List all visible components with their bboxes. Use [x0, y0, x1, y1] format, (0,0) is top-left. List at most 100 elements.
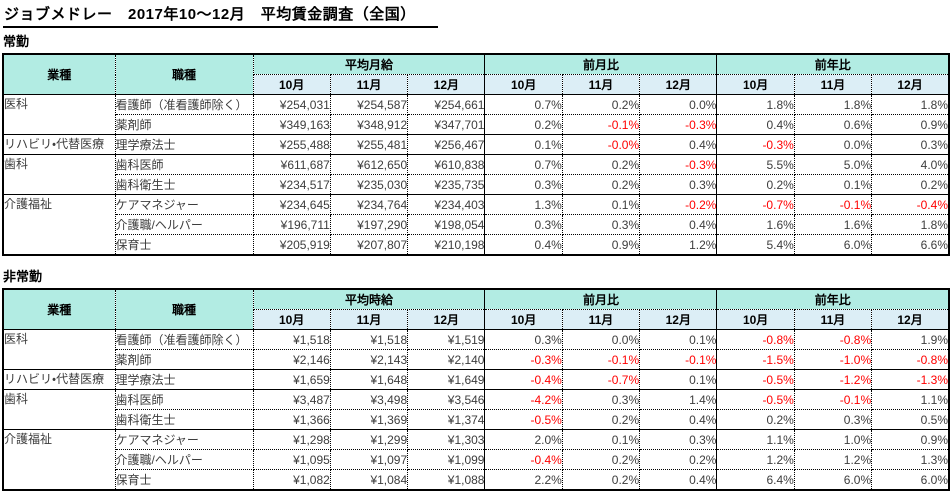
table-row: 歯科衛生士 ¥1,366 ¥1,369 ¥1,374 -0.5% 0.2% 0.4% 0.2%…	[3, 409, 950, 430]
wage-cell: ¥1,084	[329, 469, 409, 491]
industry-cell: 医科	[2, 94, 116, 135]
occupation-cell: 看護師（准看護師除く）	[114, 329, 254, 350]
mom-change-cell: 0.2%	[561, 409, 641, 430]
occupation-cell: 介護職/ヘルパー	[114, 214, 254, 235]
wage-table-parttime: 業種 職種 平均時給 前月比 前年比 10月 11月 12月 10月 11月 1…	[2, 288, 950, 491]
mom-change-cell: -4.2%	[484, 389, 563, 410]
month-header-oct: 10月	[716, 309, 795, 330]
yoy-change-cell: -0.8%	[871, 349, 950, 370]
mom-change-cell: 0.2%	[561, 94, 641, 115]
yoy-change-cell: 1.0%	[793, 429, 873, 450]
occupation-cell: 歯科衛生士	[114, 409, 254, 430]
wage-cell: ¥196,711	[252, 214, 331, 235]
table-row: リハビリ・代替医療 理学療法士 ¥255,488 ¥255,481 ¥256,467 0.…	[2, 134, 950, 155]
table-row: リハビリ・代替医療 理学療法士 ¥1,659 ¥1,648 ¥1,649 -0.4% -0.…	[2, 369, 950, 390]
mom-change-cell: -0.1%	[561, 349, 641, 370]
wage-cell: ¥3,498	[329, 389, 409, 410]
yoy-change-cell: 1.1%	[716, 429, 795, 450]
occupation-cell: 歯科衛生士	[114, 174, 254, 195]
yoy-change-cell: -0.8%	[716, 329, 795, 350]
mom-change-cell: -0.2%	[639, 194, 718, 215]
yoy-change-cell: 6.6%	[871, 234, 950, 256]
group-header-mom-change: 前月比	[484, 288, 718, 310]
occupation-cell: 理学療法士	[114, 134, 254, 155]
group-header-avg-monthly-wage: 平均月給	[252, 53, 486, 75]
yoy-change-cell: 5.0%	[793, 154, 873, 175]
wage-cell: ¥1,366	[252, 409, 331, 430]
mom-change-cell: 0.4%	[639, 214, 718, 235]
wage-table-fulltime: 業種 職種 平均月給 前月比 前年比 10月 11月 12月 10月 11月 1…	[2, 53, 950, 256]
mom-change-cell: 0.4%	[639, 469, 718, 491]
mom-change-cell: 0.3%	[484, 174, 563, 195]
yoy-change-cell: 1.2%	[793, 449, 873, 470]
table-row: 医科 看護師（准看護師除く） ¥254,031 ¥254,587 ¥254,661 0.7…	[2, 94, 950, 135]
wage-cell: ¥1,095	[252, 449, 331, 470]
occupation-column-header: 職種	[114, 288, 254, 330]
yoy-change-cell: -1.2%	[793, 369, 873, 390]
industry-column-header: 業種	[2, 53, 116, 95]
yoy-change-cell: 1.1%	[871, 389, 950, 410]
yoy-change-cell: 1.9%	[871, 329, 950, 350]
mom-change-cell: 0.9%	[561, 234, 641, 256]
wage-cell: ¥1,303	[407, 429, 486, 450]
month-header-oct: 10月	[484, 309, 563, 330]
wage-cell: ¥235,030	[329, 174, 409, 195]
wage-cell: ¥198,054	[407, 214, 486, 235]
occupation-cell: ケアマネジャー	[114, 429, 254, 450]
table-row: 歯科 歯科医師 ¥611,687 ¥612,650 ¥610,838 0.7% 0.2% -0…	[2, 154, 950, 195]
group-header-avg-hourly-wage: 平均時給	[252, 288, 486, 310]
month-header-nov: 11月	[561, 74, 641, 95]
yoy-change-cell: 1.6%	[793, 214, 873, 235]
mom-change-cell: -0.3%	[639, 154, 718, 175]
mom-change-cell: 0.1%	[484, 134, 563, 155]
table-row: 歯科衛生士 ¥234,517 ¥235,030 ¥235,735 0.3% 0.2% 0.3…	[3, 174, 950, 195]
section-label-parttime: 非常勤	[3, 269, 43, 284]
wage-cell: ¥1,648	[329, 369, 409, 390]
wage-cell: ¥610,838	[407, 154, 486, 175]
wage-cell: ¥347,701	[407, 114, 486, 135]
month-header-dec: 12月	[639, 309, 718, 330]
wage-cell: ¥348,912	[329, 114, 409, 135]
table-row: 薬剤師 ¥349,163 ¥348,912 ¥347,701 0.2% -0.1% -0.3…	[3, 114, 950, 135]
yoy-change-cell: -1.3%	[871, 369, 950, 390]
yoy-change-cell: 1.8%	[793, 94, 873, 115]
group-header-yoy-change: 前年比	[716, 288, 950, 310]
mom-change-cell: 0.3%	[639, 429, 718, 450]
mom-change-cell: 2.0%	[484, 429, 563, 450]
mom-change-cell: 0.2%	[561, 469, 641, 491]
mom-change-cell: -0.4%	[484, 369, 563, 390]
yoy-change-cell: 0.1%	[793, 174, 873, 195]
wage-cell: ¥1,519	[407, 329, 486, 350]
wage-cell: ¥1,082	[252, 469, 331, 491]
table-row: 介護職/ヘルパー ¥196,711 ¥197,290 ¥198,054 0.3% 0.3%…	[3, 214, 950, 235]
group-header-yoy-change: 前年比	[716, 53, 950, 75]
yoy-change-cell: 5.4%	[716, 234, 795, 256]
mom-change-cell: 0.1%	[639, 369, 718, 390]
industry-cell: 介護福祉	[2, 429, 116, 491]
yoy-change-cell: -0.8%	[793, 329, 873, 350]
table-row: 保育士 ¥1,082 ¥1,084 ¥1,088 2.2% 0.2% 0.4% 6.4% 6.0…	[3, 469, 950, 491]
month-header-oct: 10月	[252, 74, 331, 95]
occupation-column-header: 職種	[114, 53, 254, 95]
yoy-change-cell: -1.0%	[793, 349, 873, 370]
mom-change-cell: 0.0%	[561, 329, 641, 350]
month-header-nov: 11月	[561, 309, 641, 330]
yoy-change-cell: 6.0%	[871, 469, 950, 491]
yoy-change-cell: 1.8%	[871, 94, 950, 115]
wage-cell: ¥1,369	[329, 409, 409, 430]
mom-change-cell: -0.3%	[639, 114, 718, 135]
yoy-change-cell: 0.2%	[871, 174, 950, 195]
occupation-cell: ケアマネジャー	[114, 194, 254, 215]
occupation-cell: 看護師（准看護師除く）	[114, 94, 254, 115]
yoy-change-cell: 1.8%	[871, 214, 950, 235]
wage-cell: ¥2,146	[252, 349, 331, 370]
table-row: 薬剤師 ¥2,146 ¥2,143 ¥2,140 -0.3% -0.1% -0.1% -1.5…	[3, 349, 950, 370]
wage-cell: ¥234,645	[252, 194, 331, 215]
yoy-change-cell: 0.9%	[871, 429, 950, 450]
yoy-change-cell: 0.3%	[793, 409, 873, 430]
wage-cell: ¥1,097	[329, 449, 409, 470]
wage-cell: ¥210,198	[407, 234, 486, 256]
mom-change-cell: 0.4%	[484, 234, 563, 256]
wage-cell: ¥1,518	[252, 329, 331, 350]
month-header-oct: 10月	[716, 74, 795, 95]
